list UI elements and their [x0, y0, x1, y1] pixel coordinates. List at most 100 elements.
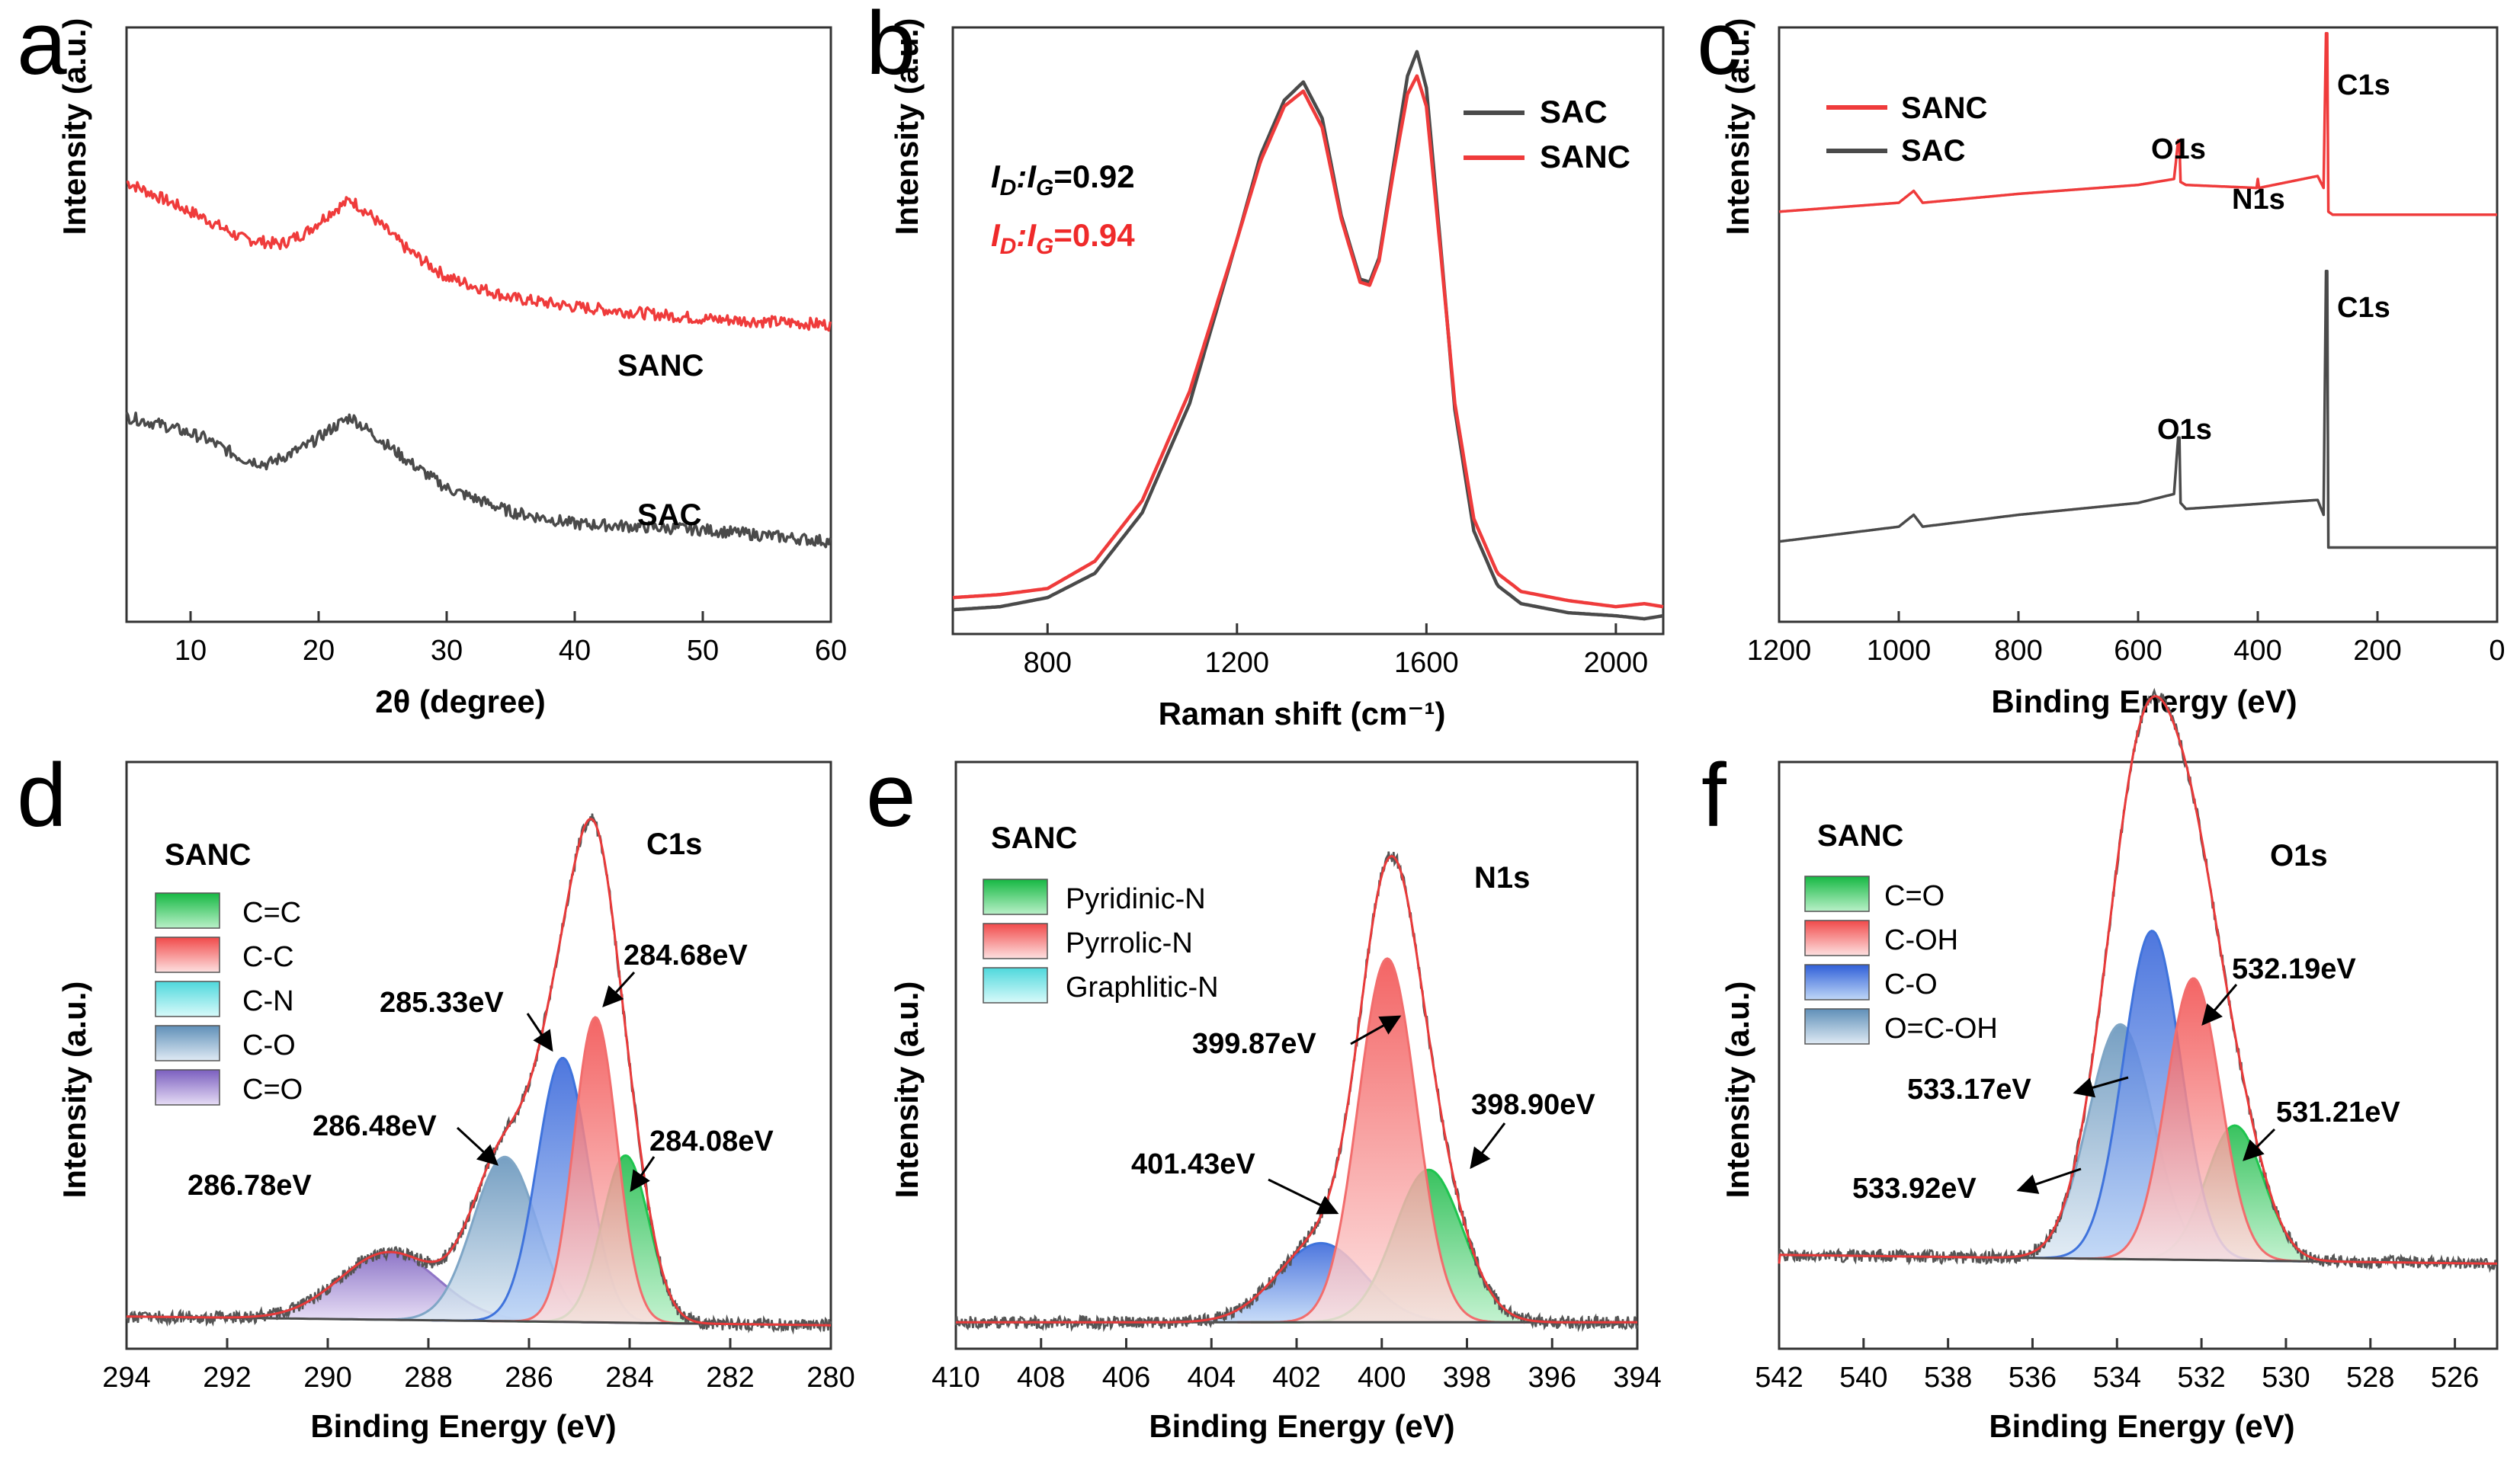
- legend-swatch-ococh: [1804, 1008, 1870, 1045]
- panel-f-frame: [1778, 760, 2499, 1350]
- x-tick-label: 0: [2489, 635, 2505, 667]
- panel-b-ratio-sanc: ID:IG=0.94: [991, 217, 1135, 259]
- x-tick-label: 294: [102, 1362, 150, 1394]
- x-tick-label: 284: [605, 1362, 653, 1394]
- x-tick-label: 10: [175, 635, 207, 667]
- panel-b-letter: b: [866, 0, 916, 94]
- legend-label-cc: C-C: [242, 941, 294, 973]
- x-tick-label: 50: [687, 635, 719, 667]
- fit-envelope-line: [126, 818, 831, 1327]
- x-tick-label: 600: [2114, 635, 2162, 667]
- arrow-398-90: [1470, 1122, 1506, 1170]
- x-tick-label: 1200: [1205, 647, 1270, 679]
- arrow-532-19: [2201, 984, 2238, 1026]
- legend-label-sac: SAC: [1901, 134, 1965, 168]
- panel-b-legend: SAC SANC: [1464, 94, 1630, 174]
- legend-swatch-co-double: [1804, 876, 1870, 912]
- annotation-286-48: 286.48eV: [313, 1110, 437, 1142]
- panel-d-series: [125, 813, 832, 1335]
- x-tick-label: 282: [706, 1362, 754, 1394]
- panel-a-label-sac: SAC: [637, 498, 701, 532]
- x-tick-label: 408: [1017, 1362, 1065, 1394]
- x-tick-label: 30: [431, 635, 463, 667]
- x-tick-label: 406: [1102, 1362, 1150, 1394]
- panel-d-ylabel: Intensity (a.u.): [56, 981, 92, 1199]
- annotation-533-92: 533.92eV: [1852, 1173, 1977, 1205]
- legend-label-graphitic: Graphlitic-N: [1066, 972, 1219, 1004]
- x-tick-label: 280: [806, 1362, 854, 1394]
- x-tick-label: 542: [1755, 1362, 1803, 1394]
- legend-label-co-double: C=O: [242, 1074, 303, 1106]
- component-area-c-c: [486, 1017, 707, 1324]
- panel-c-xlabel: Binding Energy (eV): [1991, 684, 2297, 719]
- arrow-533-17: [2073, 1076, 2129, 1098]
- panel-b-axis: 800 1200 1600 2000: [1024, 623, 1648, 679]
- legend-label-sanc: SANC: [1901, 91, 1987, 125]
- x-tick-label: 400: [2233, 635, 2281, 667]
- arrow-285-33: [526, 1013, 553, 1052]
- legend-swatch-cc-double: [155, 892, 220, 929]
- x-tick-label: 1200: [1747, 635, 1812, 667]
- x-tick-label: 402: [1272, 1362, 1320, 1394]
- panel-e-sample: SANC: [991, 821, 1077, 855]
- x-tick-label: 410: [931, 1362, 979, 1394]
- annotation-533-17: 533.17eV: [1907, 1074, 2031, 1106]
- legend-swatch-cn: [155, 981, 220, 1017]
- panel-f-xlabel: Binding Energy (eV): [1989, 1408, 2294, 1444]
- panel-e: e Intensity (a.u.) Binding Energy (eV) 4…: [866, 745, 1662, 1444]
- panel-e-title: N1s: [1474, 861, 1530, 895]
- panel-c-legend: SANC SAC: [1826, 91, 1987, 168]
- panel-d-title: C1s: [646, 828, 702, 861]
- legend-swatch-pyridinic: [983, 879, 1048, 915]
- component-area-pyrrolic-n: [1237, 958, 1537, 1323]
- x-tick-label: 532: [2177, 1362, 2225, 1394]
- arrow-286-48: [456, 1126, 499, 1166]
- legend-swatch-coh: [1804, 920, 1870, 956]
- panel-d-axis: 294 292 290 288 286 284 282 280: [102, 1338, 855, 1394]
- panel-b-series: [952, 50, 1664, 621]
- panel-f-legend: C=O C-OH C-O O=C-OH: [1804, 876, 1998, 1045]
- arrow-531-21: [2243, 1128, 2276, 1161]
- annotation-531-21: 531.21eV: [2276, 1097, 2400, 1129]
- peak-label-c1s-sanc: C1s: [2337, 69, 2390, 101]
- component-area-c-oh: [2054, 978, 2333, 1262]
- x-tick-label: 530: [2262, 1362, 2310, 1394]
- x-tick-label: 288: [404, 1362, 452, 1394]
- legend-label-coh: C-OH: [1884, 924, 1958, 956]
- x-tick-label: 404: [1188, 1362, 1236, 1394]
- panel-d-sample: SANC: [165, 838, 251, 872]
- legend-label-cc-double: C=C: [242, 897, 301, 929]
- panel-a-letter: a: [17, 0, 67, 94]
- x-tick-label: 292: [203, 1362, 251, 1394]
- legend-label-sac: SAC: [1540, 94, 1608, 130]
- panel-c-letter: c: [1697, 0, 1742, 94]
- arrow-284-08: [630, 1156, 656, 1193]
- annotation-286-78: 286.78eV: [188, 1170, 312, 1202]
- panel-f-series: [1778, 687, 2498, 1273]
- panel-e-letter: e: [866, 745, 916, 846]
- component-area-c-n: [431, 1058, 696, 1324]
- series-line-sanc: [126, 181, 832, 332]
- annotation-401-43: 401.43eV: [1131, 1148, 1255, 1180]
- peak-label-o1s-sac: O1s: [2157, 414, 2212, 446]
- panel-e-ylabel: Intensity (a.u.): [889, 981, 925, 1199]
- x-tick-label: 200: [2353, 635, 2401, 667]
- panel-c-axis: 1200 1000 800 600 400 200 0: [1747, 611, 2506, 667]
- component-area-c-o: [339, 1157, 672, 1324]
- x-tick-label: 526: [2431, 1362, 2479, 1394]
- component-area-c-o: [2004, 930, 2301, 1262]
- peak-label-n1s-sanc: N1s: [2232, 184, 2285, 216]
- peak-label-c1s-sac: C1s: [2337, 292, 2390, 324]
- legend-label-cn: C-N: [242, 985, 294, 1017]
- x-tick-label: 40: [559, 635, 591, 667]
- peak-label-o1s-sanc: O1s: [2151, 133, 2206, 165]
- panel-c-ylabel: Intensity (a.u.): [1720, 18, 1755, 235]
- panel-a-series: [125, 181, 832, 549]
- series-line-sanc: [1778, 32, 2498, 216]
- panel-f: f Intensity (a.u.) Binding Energy (eV) 5…: [1701, 687, 2499, 1444]
- panel-d-xlabel: Binding Energy (eV): [310, 1408, 616, 1444]
- x-tick-label: 400: [1358, 1362, 1406, 1394]
- legend-label-sanc: SANC: [1540, 139, 1630, 174]
- x-tick-label: 528: [2346, 1362, 2394, 1394]
